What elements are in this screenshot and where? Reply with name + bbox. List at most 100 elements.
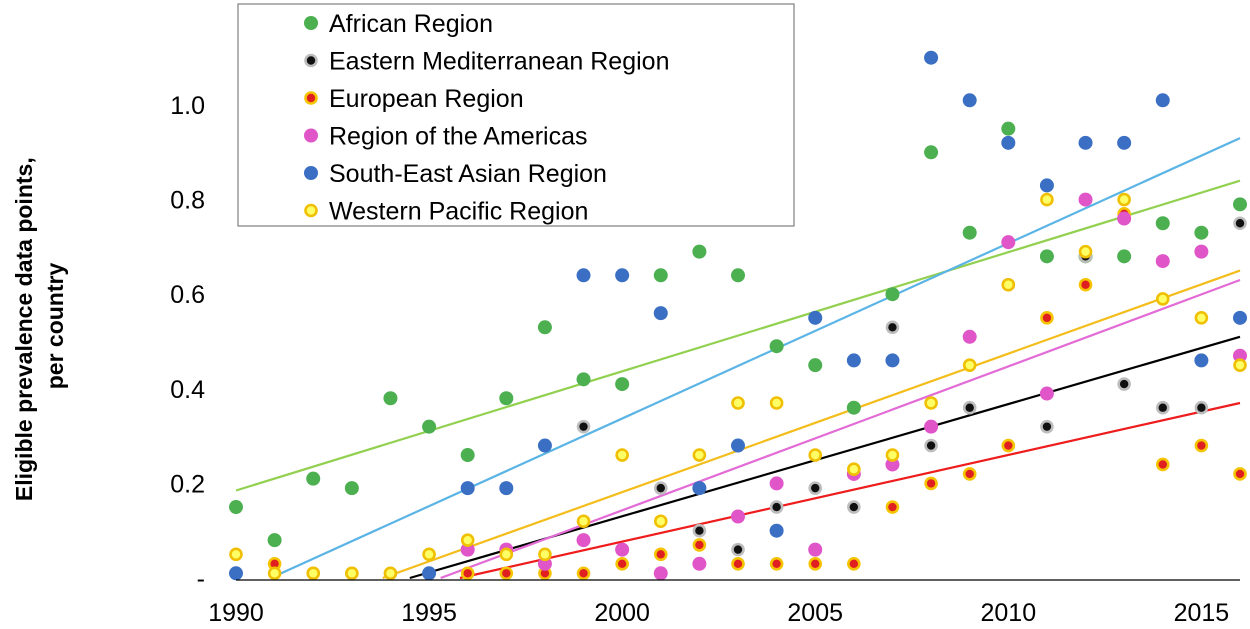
data-point — [576, 514, 591, 529]
data-point — [885, 287, 900, 302]
data-point — [1001, 438, 1016, 453]
data-point — [653, 481, 668, 495]
data-point — [808, 448, 823, 462]
data-point — [345, 566, 359, 581]
data-point — [769, 500, 784, 514]
data-point — [731, 557, 745, 571]
data-point — [885, 353, 900, 368]
data-point — [576, 533, 591, 548]
data-point — [808, 542, 823, 557]
data-point — [653, 268, 668, 283]
data-point — [422, 547, 436, 562]
y-tick-label: - — [197, 565, 205, 593]
data-points — [229, 50, 1247, 581]
data-point — [1039, 178, 1054, 193]
data-point — [1001, 135, 1016, 150]
data-point — [1078, 244, 1093, 259]
series-eastern-mediterranean-region — [383, 216, 1247, 581]
data-point — [499, 547, 514, 562]
data-point — [1155, 216, 1170, 231]
svg-text:Eligible prevalence data point: Eligible prevalence data points, per cou… — [11, 151, 68, 501]
x-tick-labels: 1990 1995 2000 2005 2010 2015 — [208, 599, 1229, 627]
legend-marker — [304, 53, 318, 68]
data-point — [962, 225, 977, 240]
data-point — [846, 400, 861, 415]
legend-label: Eastern Mediterranean Region — [329, 48, 669, 76]
data-point — [1001, 235, 1016, 250]
data-point — [731, 438, 745, 453]
data-point — [885, 500, 900, 514]
data-point — [576, 419, 591, 434]
trendline-south-east-asian-region — [270, 137, 1241, 580]
data-point — [499, 391, 514, 406]
legend-marker — [304, 203, 318, 218]
data-point — [769, 396, 784, 410]
data-point — [962, 358, 977, 372]
data-point — [1155, 292, 1170, 306]
y-tick-label: 0.4 — [170, 376, 205, 404]
data-point — [1040, 192, 1054, 207]
legend-label: Western Pacific Region — [329, 198, 588, 226]
legend: African Region Eastern Mediterranean Regi… — [237, 3, 795, 227]
series-south-east-asian-region — [229, 50, 1247, 581]
data-point — [460, 481, 475, 496]
data-point — [1194, 400, 1209, 415]
data-point — [1155, 254, 1170, 269]
data-point — [885, 320, 900, 335]
data-point — [537, 556, 552, 571]
trendline-african-region — [235, 179, 1241, 492]
legend-label: Region of the Americas — [329, 123, 587, 151]
x-tick-label: 2000 — [594, 599, 650, 627]
data-point — [692, 244, 707, 259]
data-point — [615, 448, 629, 462]
data-point — [460, 448, 475, 463]
data-point — [962, 329, 977, 344]
data-point — [576, 566, 591, 581]
data-point — [1233, 467, 1247, 481]
data-point — [692, 448, 707, 462]
data-point — [229, 547, 243, 562]
data-point — [615, 542, 630, 557]
data-point — [267, 566, 282, 581]
trendline-european-region — [459, 401, 1241, 580]
data-point — [615, 377, 630, 392]
data-point — [267, 533, 282, 548]
data-point — [846, 353, 861, 368]
y-tick-label: 0.8 — [170, 187, 205, 215]
data-point — [537, 320, 552, 335]
data-point — [731, 509, 745, 524]
data-point — [692, 481, 707, 496]
data-point — [962, 467, 977, 481]
data-point — [885, 448, 900, 462]
data-point — [731, 542, 745, 557]
legend-label: African Region — [329, 10, 493, 38]
data-point — [499, 481, 514, 496]
y-axis-label: Eligible prevalence data points, per cou… — [11, 151, 68, 501]
data-point — [1233, 197, 1247, 212]
data-point — [692, 523, 707, 538]
data-point — [769, 476, 784, 491]
data-point — [1117, 249, 1132, 264]
data-point — [847, 500, 861, 514]
data-point — [1194, 311, 1209, 325]
series-region-of-the-americas — [460, 192, 1247, 581]
trendline-western-pacific-region — [382, 269, 1241, 580]
data-point — [615, 268, 630, 283]
x-tick-label: 1990 — [208, 599, 264, 627]
data-point — [229, 500, 243, 515]
y-tick-label: 0.2 — [170, 470, 205, 498]
data-point — [383, 391, 398, 406]
legend-item-western-pacific-region: Western Pacific Region — [304, 198, 588, 226]
data-point — [847, 462, 861, 477]
data-point — [924, 396, 938, 410]
legend-box — [237, 3, 795, 227]
data-point — [1117, 192, 1131, 207]
data-point — [1233, 358, 1247, 372]
series-western-pacific-region — [229, 192, 1247, 581]
data-point — [615, 557, 629, 571]
legend-item-south-east-asian-region: South-East Asian Region — [304, 160, 607, 188]
legend-marker — [304, 91, 318, 105]
data-point — [1117, 135, 1132, 150]
data-point — [1194, 438, 1209, 453]
